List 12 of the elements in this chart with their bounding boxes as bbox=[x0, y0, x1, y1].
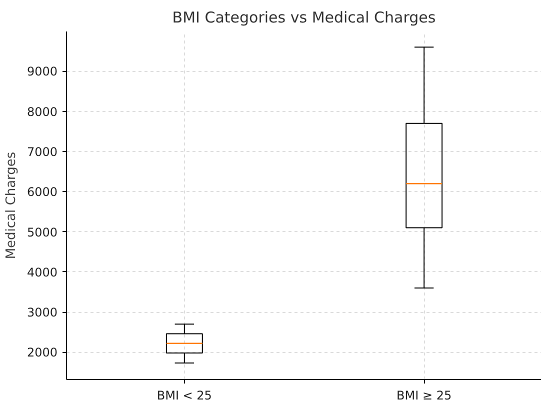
y-tick-label: 5000 bbox=[26, 225, 58, 240]
x-tick-label: BMI < 25 bbox=[156, 388, 212, 402]
y-tick-label: 9000 bbox=[26, 64, 58, 79]
y-axis-title: Medical Charges bbox=[4, 152, 19, 260]
x-tick-label: BMI ≥ 25 bbox=[396, 388, 452, 402]
y-tick-label: 7000 bbox=[26, 145, 58, 160]
chart-title: BMI Categories vs Medical Charges bbox=[172, 8, 436, 26]
y-tick-label: 3000 bbox=[26, 306, 58, 320]
y-tick-label: 2000 bbox=[26, 346, 58, 360]
y-tick-label: 8000 bbox=[26, 104, 58, 119]
y-tick-label: 4000 bbox=[26, 265, 58, 280]
y-tick-label: 6000 bbox=[26, 185, 58, 200]
